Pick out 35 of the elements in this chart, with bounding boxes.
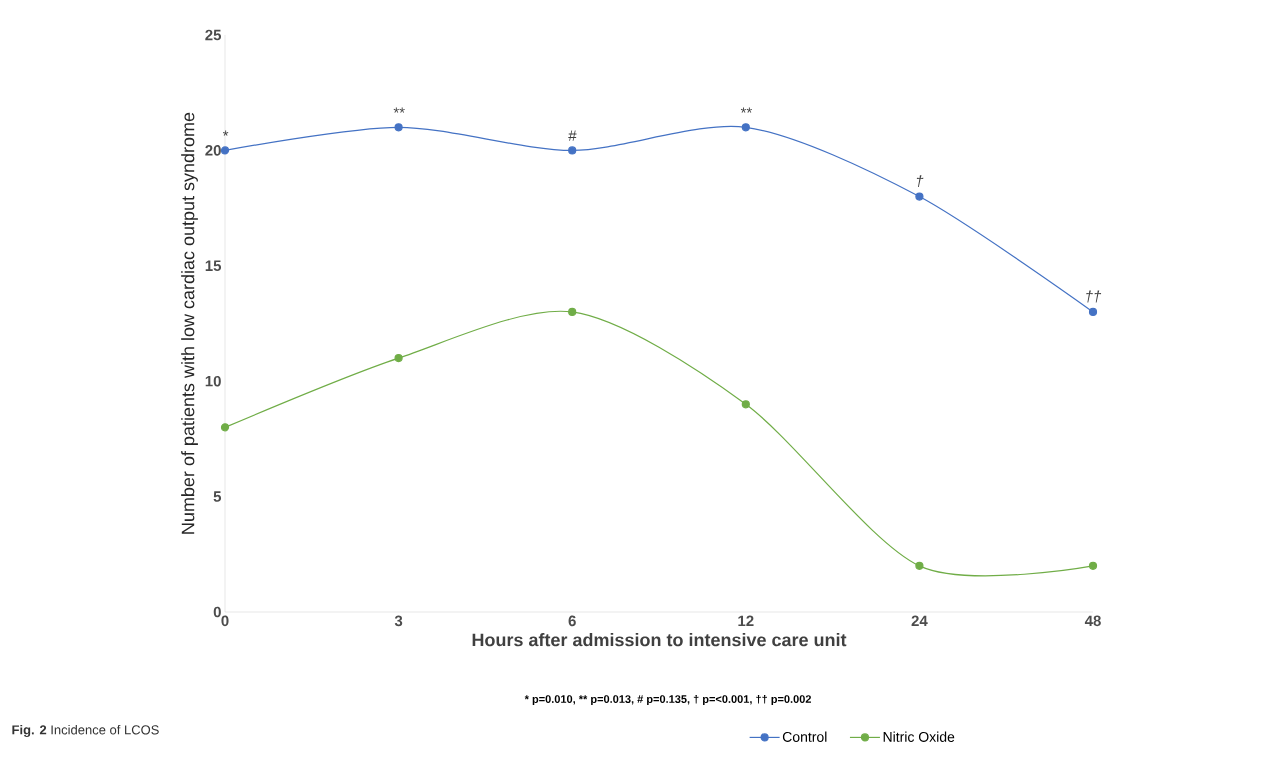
x-tick-label: 3	[394, 615, 403, 627]
legend-label: Nitric Oxide	[883, 731, 955, 742]
text: Fig. 2 Incidence of LCOS	[12, 724, 159, 738]
point	[915, 192, 924, 201]
point	[741, 400, 750, 409]
point	[568, 146, 577, 155]
legend-label: Control	[782, 731, 827, 742]
point	[220, 423, 230, 432]
point	[220, 146, 230, 155]
annotation: #	[568, 130, 577, 141]
text: * p=0.010, ** p=0.013, # p=0.135, † p=<0.001, †† p=0.002	[524, 694, 812, 706]
point	[394, 123, 403, 132]
annotation: ††	[1086, 290, 1102, 303]
point	[568, 307, 577, 317]
y-axis-title: Number of patients with low cardiac output syndrome	[181, 112, 198, 534]
annotation: **	[740, 107, 753, 113]
x-axis-title: Hours after admission to intensive care unit	[472, 633, 847, 647]
y-tick-label: 15	[205, 260, 222, 272]
annotation: **	[393, 107, 405, 113]
point	[394, 354, 403, 363]
x-tick-label: 6	[568, 615, 576, 627]
annotation: *	[222, 130, 229, 136]
point	[915, 561, 924, 570]
point	[741, 123, 750, 132]
y-tick-label: 25	[205, 29, 222, 41]
x-tick-label: 48	[1084, 615, 1101, 627]
y-tick-label: 5	[213, 491, 222, 502]
x-tick-label: 12	[738, 615, 754, 627]
x-tick-label: 24	[911, 615, 928, 627]
y-tick-label: 10	[205, 375, 221, 387]
y-tick-label: 0	[213, 606, 221, 618]
point	[1088, 307, 1098, 317]
y-tick-label: 20	[205, 145, 221, 156]
point	[1088, 561, 1098, 570]
annotation: †	[916, 175, 924, 188]
